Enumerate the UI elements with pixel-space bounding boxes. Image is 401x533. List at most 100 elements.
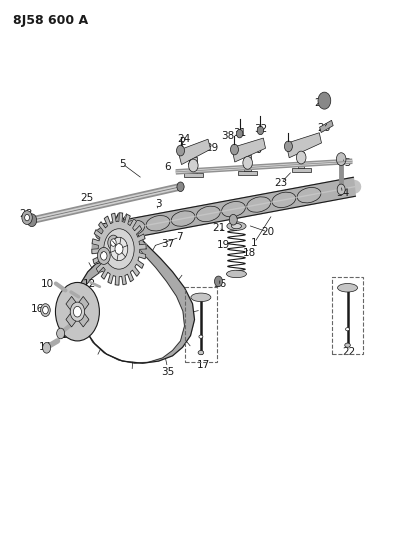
Text: 8: 8 bbox=[97, 246, 103, 255]
Ellipse shape bbox=[227, 270, 247, 278]
Ellipse shape bbox=[121, 220, 145, 236]
Polygon shape bbox=[178, 139, 211, 165]
Text: 33: 33 bbox=[338, 158, 352, 168]
Circle shape bbox=[296, 151, 306, 164]
Polygon shape bbox=[238, 171, 257, 175]
Text: 16: 16 bbox=[31, 304, 44, 314]
Polygon shape bbox=[101, 177, 355, 243]
Circle shape bbox=[188, 159, 198, 172]
Ellipse shape bbox=[196, 206, 220, 222]
Circle shape bbox=[215, 276, 223, 287]
Polygon shape bbox=[66, 308, 80, 327]
Text: 18: 18 bbox=[243, 248, 256, 258]
Circle shape bbox=[336, 153, 346, 165]
Polygon shape bbox=[286, 133, 322, 158]
Text: 4: 4 bbox=[184, 155, 191, 165]
Ellipse shape bbox=[146, 215, 170, 231]
Text: 38: 38 bbox=[221, 131, 234, 141]
Ellipse shape bbox=[272, 192, 296, 207]
Ellipse shape bbox=[171, 211, 195, 227]
Text: 34: 34 bbox=[336, 188, 349, 198]
Text: 2: 2 bbox=[179, 136, 186, 147]
Ellipse shape bbox=[247, 197, 271, 212]
Text: 8J58 600 A: 8J58 600 A bbox=[13, 14, 88, 27]
Polygon shape bbox=[75, 296, 89, 316]
Ellipse shape bbox=[227, 222, 246, 230]
Circle shape bbox=[41, 304, 50, 317]
Text: 29: 29 bbox=[205, 143, 218, 154]
Text: 36: 36 bbox=[213, 279, 226, 288]
Circle shape bbox=[101, 252, 107, 260]
Text: 13: 13 bbox=[73, 310, 87, 320]
Ellipse shape bbox=[231, 223, 241, 229]
Polygon shape bbox=[184, 173, 203, 177]
Circle shape bbox=[70, 302, 85, 321]
Text: 31: 31 bbox=[233, 127, 246, 138]
Text: 35: 35 bbox=[161, 367, 174, 377]
Ellipse shape bbox=[191, 293, 211, 302]
Circle shape bbox=[257, 126, 263, 135]
Circle shape bbox=[43, 343, 51, 353]
Polygon shape bbox=[292, 167, 311, 172]
Circle shape bbox=[229, 214, 237, 225]
Circle shape bbox=[73, 306, 81, 317]
Circle shape bbox=[27, 214, 36, 227]
Text: 30: 30 bbox=[249, 144, 262, 155]
Polygon shape bbox=[298, 152, 304, 167]
Text: 12: 12 bbox=[83, 279, 96, 289]
Circle shape bbox=[337, 184, 345, 195]
Circle shape bbox=[231, 144, 239, 155]
Polygon shape bbox=[320, 120, 333, 133]
Ellipse shape bbox=[346, 328, 350, 331]
Text: 21: 21 bbox=[212, 223, 225, 233]
Text: 37: 37 bbox=[161, 239, 174, 249]
Text: 27: 27 bbox=[314, 98, 328, 108]
Polygon shape bbox=[66, 296, 80, 316]
Circle shape bbox=[57, 328, 65, 339]
Text: 23: 23 bbox=[275, 177, 288, 188]
Text: 22: 22 bbox=[342, 346, 356, 357]
Circle shape bbox=[97, 247, 110, 264]
Polygon shape bbox=[92, 213, 146, 285]
Ellipse shape bbox=[95, 228, 110, 239]
Polygon shape bbox=[190, 157, 196, 173]
Ellipse shape bbox=[338, 284, 358, 292]
Text: 25: 25 bbox=[80, 193, 93, 204]
Circle shape bbox=[115, 244, 123, 254]
Polygon shape bbox=[77, 213, 194, 364]
Circle shape bbox=[22, 211, 32, 224]
Circle shape bbox=[110, 237, 128, 261]
Text: 28: 28 bbox=[19, 209, 32, 220]
Text: 5: 5 bbox=[119, 159, 126, 169]
Text: 32: 32 bbox=[255, 124, 268, 134]
Text: 19: 19 bbox=[217, 240, 230, 250]
Circle shape bbox=[111, 239, 116, 246]
Text: 14: 14 bbox=[39, 342, 52, 352]
Circle shape bbox=[243, 157, 253, 169]
Text: 6: 6 bbox=[164, 161, 171, 172]
Text: 20: 20 bbox=[261, 227, 274, 237]
Text: 3: 3 bbox=[155, 199, 162, 209]
Text: 24: 24 bbox=[177, 134, 190, 144]
Ellipse shape bbox=[222, 201, 245, 217]
Circle shape bbox=[237, 130, 243, 138]
Ellipse shape bbox=[198, 351, 204, 355]
Circle shape bbox=[284, 141, 292, 152]
Circle shape bbox=[177, 182, 184, 191]
Circle shape bbox=[318, 92, 331, 109]
Ellipse shape bbox=[199, 335, 203, 338]
Text: 17: 17 bbox=[197, 360, 210, 370]
Ellipse shape bbox=[345, 343, 350, 348]
Text: 7: 7 bbox=[176, 232, 183, 243]
Circle shape bbox=[104, 229, 134, 269]
Text: 26: 26 bbox=[317, 123, 330, 133]
Circle shape bbox=[25, 214, 29, 221]
Circle shape bbox=[43, 306, 48, 314]
Text: 9: 9 bbox=[114, 230, 121, 240]
Text: 10: 10 bbox=[41, 279, 55, 288]
Circle shape bbox=[55, 282, 99, 341]
Polygon shape bbox=[75, 308, 89, 327]
Ellipse shape bbox=[297, 188, 321, 203]
Text: 15: 15 bbox=[61, 329, 75, 340]
Polygon shape bbox=[245, 155, 251, 171]
